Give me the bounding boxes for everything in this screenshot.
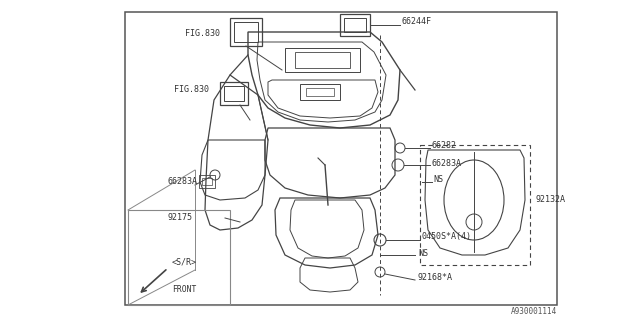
Text: NS: NS (418, 249, 428, 258)
Text: FIG.830: FIG.830 (185, 29, 220, 38)
Text: A930001114: A930001114 (511, 308, 557, 316)
Text: <S/R>: <S/R> (172, 258, 197, 267)
Text: 66282: 66282 (432, 140, 457, 149)
Text: NS: NS (433, 175, 443, 185)
Text: 66244F: 66244F (402, 18, 432, 27)
Text: 92168*A: 92168*A (418, 274, 453, 283)
Text: 0450S*A(4): 0450S*A(4) (422, 233, 472, 242)
Text: 66283A: 66283A (168, 178, 198, 187)
Text: 92175: 92175 (168, 213, 193, 222)
Text: 92132A: 92132A (535, 196, 565, 204)
Text: 66283A: 66283A (432, 158, 462, 167)
Text: FIG.830: FIG.830 (174, 85, 209, 94)
Text: FRONT: FRONT (172, 285, 196, 294)
